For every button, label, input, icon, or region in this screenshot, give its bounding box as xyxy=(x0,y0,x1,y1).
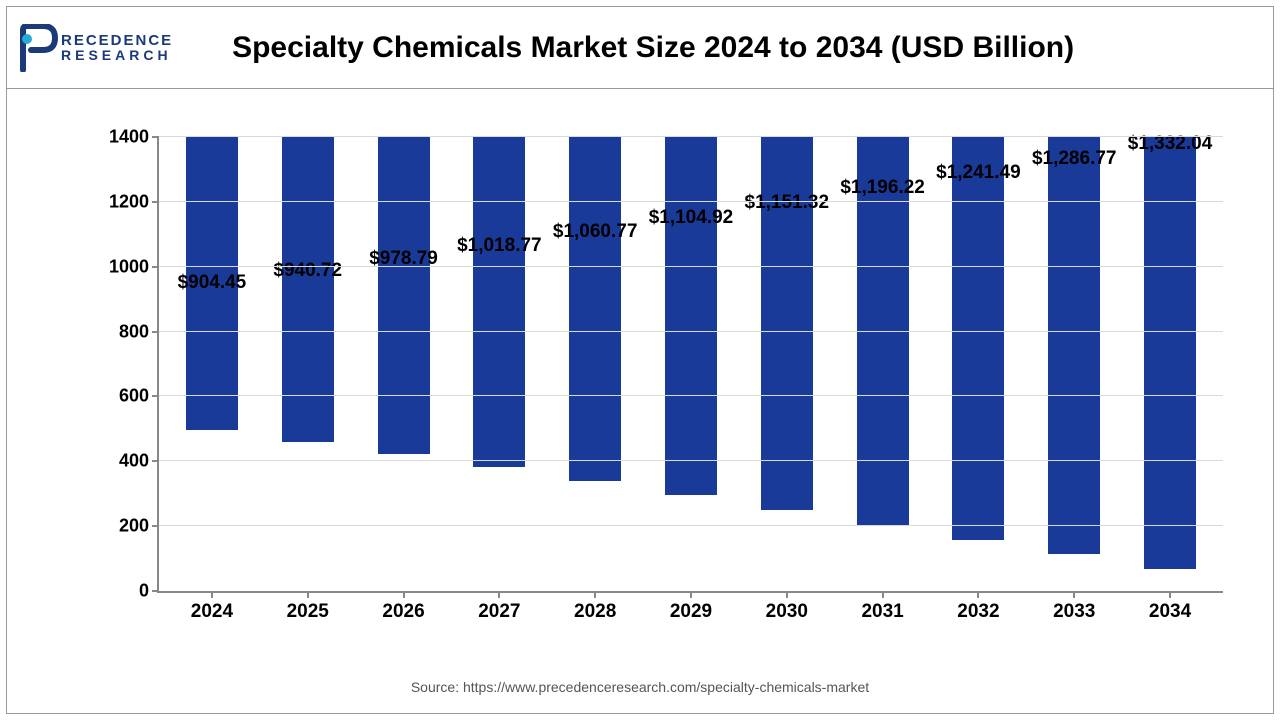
x-tick-mark xyxy=(1073,591,1075,598)
bar xyxy=(569,137,621,481)
x-tick-mark xyxy=(307,591,309,598)
y-tick-mark xyxy=(152,395,159,397)
x-tick-label: 2031 xyxy=(861,601,903,623)
x-tick-mark xyxy=(1169,591,1171,598)
bar-column: $1,018.772027 xyxy=(451,137,547,591)
gridline xyxy=(159,331,1223,332)
y-tick-label: 400 xyxy=(99,451,149,472)
x-tick-label: 2033 xyxy=(1053,601,1095,623)
x-tick-label: 2032 xyxy=(957,601,999,623)
bar-column: $1,060.772028 xyxy=(547,137,643,591)
bar-column: $1,151.322030 xyxy=(739,137,835,591)
y-tick-label: 1400 xyxy=(99,127,149,148)
bars-container: $904.452024$940.722025$978.792026$1,018.… xyxy=(159,137,1223,591)
bar xyxy=(473,137,525,467)
bar-column: $978.792026 xyxy=(356,137,452,591)
y-tick-label: 800 xyxy=(99,321,149,342)
logo-line2: RESEARCH xyxy=(61,48,173,62)
gridline xyxy=(159,136,1223,137)
plot-region: $904.452024$940.722025$978.792026$1,018.… xyxy=(157,137,1223,593)
chart-frame: RECEDENCE RESEARCH Specialty Chemicals M… xyxy=(6,6,1274,714)
bar-column: $1,332.042034 xyxy=(1122,137,1218,591)
x-tick-mark xyxy=(977,591,979,598)
x-tick-mark xyxy=(403,591,405,598)
brand-logo: RECEDENCE RESEARCH xyxy=(17,24,173,72)
x-tick-mark xyxy=(498,591,500,598)
bar-column: $1,286.772033 xyxy=(1026,137,1122,591)
y-tick-mark xyxy=(152,331,159,333)
x-tick-mark xyxy=(786,591,788,598)
x-tick-label: 2024 xyxy=(191,601,233,623)
bar-value-label: $1,241.49 xyxy=(936,162,1021,184)
y-tick-mark xyxy=(152,266,159,268)
logo-line1: RECEDENCE xyxy=(61,33,173,48)
gridline xyxy=(159,525,1223,526)
x-tick-label: 2034 xyxy=(1149,601,1191,623)
x-tick-label: 2026 xyxy=(382,601,424,623)
bar xyxy=(1048,137,1100,554)
bar xyxy=(665,137,717,495)
bar-value-label: $1,060.77 xyxy=(553,221,638,243)
y-tick-mark xyxy=(152,525,159,527)
x-tick-mark xyxy=(594,591,596,598)
bar-column: $1,196.222031 xyxy=(835,137,931,591)
header: RECEDENCE RESEARCH Specialty Chemicals M… xyxy=(7,7,1273,89)
chart-area: $904.452024$940.722025$978.792026$1,018.… xyxy=(77,137,1243,643)
y-tick-label: 1000 xyxy=(99,256,149,277)
bar-value-label: $1,286.77 xyxy=(1032,148,1117,170)
bar-value-label: $1,151.32 xyxy=(745,192,830,214)
x-tick-label: 2027 xyxy=(478,601,520,623)
x-tick-label: 2030 xyxy=(766,601,808,623)
y-tick-label: 1200 xyxy=(99,191,149,212)
y-tick-label: 0 xyxy=(99,581,149,602)
x-tick-label: 2025 xyxy=(287,601,329,623)
bar-value-label: $1,196.22 xyxy=(840,177,925,199)
y-tick-mark xyxy=(152,136,159,138)
bar-value-label: $1,018.77 xyxy=(457,235,542,257)
chart-title: Specialty Chemicals Market Size 2024 to … xyxy=(203,31,1263,65)
y-tick-label: 200 xyxy=(99,516,149,537)
bar-value-label: $1,104.92 xyxy=(649,207,734,229)
x-tick-mark xyxy=(690,591,692,598)
gridline xyxy=(159,395,1223,396)
y-tick-mark xyxy=(152,590,159,592)
bar xyxy=(378,137,430,454)
bar-value-label: $940.72 xyxy=(273,260,342,282)
gridline xyxy=(159,266,1223,267)
bar-value-label: $904.45 xyxy=(178,272,247,294)
gridline xyxy=(159,460,1223,461)
gridline xyxy=(159,201,1223,202)
bar-column: $1,104.922029 xyxy=(643,137,739,591)
y-tick-mark xyxy=(152,201,159,203)
logo-p-icon xyxy=(17,24,59,72)
x-tick-mark xyxy=(211,591,213,598)
y-tick-mark xyxy=(152,460,159,462)
source-caption: Source: https://www.precedenceresearch.c… xyxy=(7,679,1273,695)
x-tick-label: 2029 xyxy=(670,601,712,623)
logo-text: RECEDENCE RESEARCH xyxy=(61,33,173,62)
bar-column: $904.452024 xyxy=(164,137,260,591)
x-tick-mark xyxy=(882,591,884,598)
x-tick-label: 2028 xyxy=(574,601,616,623)
bar xyxy=(952,137,1004,540)
bar-column: $940.722025 xyxy=(260,137,356,591)
y-tick-label: 600 xyxy=(99,386,149,407)
bar-column: $1,241.492032 xyxy=(931,137,1027,591)
